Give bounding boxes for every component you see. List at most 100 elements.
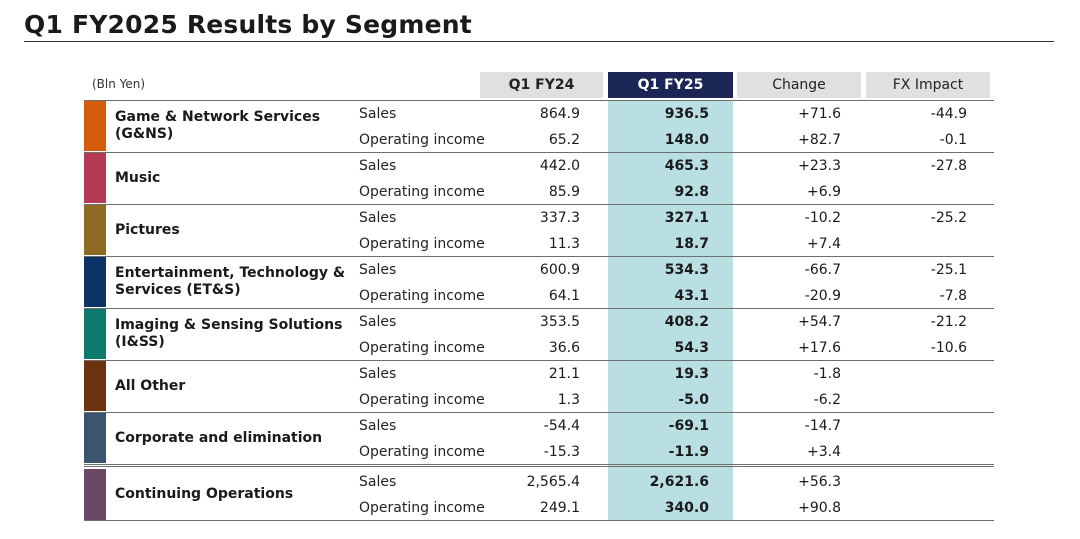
value-q1-fy24: -15.3 <box>543 444 580 460</box>
value-change: -1.8 <box>813 366 841 382</box>
row-label: Sales <box>359 314 397 330</box>
row-label: Operating income <box>359 288 485 304</box>
row-divider <box>84 100 994 101</box>
value-fx-impact: -25.2 <box>930 210 967 226</box>
row-divider <box>84 464 994 465</box>
value-q1-fy24: 11.3 <box>548 236 580 252</box>
segment-name-text: Imaging & Sensing Solutions (I&SS) <box>115 317 343 350</box>
value-q1-fy25: 936.5 <box>664 106 709 122</box>
value-q1-fy24: 21.1 <box>548 366 580 382</box>
value-q1-fy25: -69.1 <box>668 418 709 434</box>
row-divider <box>84 308 994 309</box>
value-q1-fy25: 340.0 <box>664 500 709 516</box>
segment-name: Corporate and elimination <box>115 413 355 463</box>
segment-color-bar <box>84 205 106 255</box>
row-label: Operating income <box>359 500 485 516</box>
header-q1-fy24: Q1 FY24 <box>480 72 603 98</box>
row-label: Sales <box>359 474 397 490</box>
value-fx-impact: -10.6 <box>930 340 967 356</box>
value-fx-impact: -27.8 <box>930 158 967 174</box>
value-q1-fy24: 353.5 <box>539 314 580 330</box>
value-q1-fy25: 54.3 <box>674 340 709 356</box>
row-divider <box>84 466 994 467</box>
segment-name: Entertainment, Technology & Services (ET… <box>115 257 355 307</box>
value-q1-fy25: -11.9 <box>668 444 709 460</box>
header-change: Change <box>737 72 861 98</box>
row-divider <box>84 360 994 361</box>
segment-name: Imaging & Sensing Solutions (I&SS) <box>115 309 355 359</box>
value-change: +90.8 <box>798 500 841 516</box>
value-q1-fy25: 2,621.6 <box>649 474 709 490</box>
row-label: Sales <box>359 210 397 226</box>
row-divider <box>84 204 994 205</box>
row-divider <box>84 256 994 257</box>
value-change: +71.6 <box>798 106 841 122</box>
row-label: Operating income <box>359 444 485 460</box>
row-divider <box>84 152 994 153</box>
value-q1-fy24: 2,565.4 <box>526 474 580 490</box>
value-fx-impact: -0.1 <box>939 132 967 148</box>
segment-name-text: Continuing Operations <box>115 486 294 502</box>
value-fx-impact: -25.1 <box>930 262 967 278</box>
segment-name: Music <box>115 153 355 203</box>
value-q1-fy24: 337.3 <box>539 210 580 226</box>
value-q1-fy25: 327.1 <box>664 210 709 226</box>
row-label: Sales <box>359 262 397 278</box>
segment-name-text: Corporate and elimination <box>115 429 323 446</box>
value-change: +6.9 <box>807 184 841 200</box>
segment-name: Pictures <box>115 205 355 255</box>
row-divider <box>84 412 994 413</box>
value-change: +3.4 <box>807 444 841 460</box>
value-q1-fy24: 85.9 <box>548 184 580 200</box>
value-change: +23.3 <box>798 158 841 174</box>
row-label: Sales <box>359 158 397 174</box>
value-q1-fy24: 1.3 <box>557 392 580 408</box>
value-change: +56.3 <box>798 474 841 490</box>
value-q1-fy24: 65.2 <box>548 132 580 148</box>
value-change: +82.7 <box>798 132 841 148</box>
segment-color-bar <box>84 309 106 359</box>
value-change: -66.7 <box>804 262 841 278</box>
segment-color-bar <box>84 469 106 520</box>
value-fx-impact: -7.8 <box>939 288 967 304</box>
unit-label: (Bln Yen) <box>92 77 146 91</box>
header-q1-fy25: Q1 FY25 <box>608 72 733 98</box>
segment-color-bar <box>84 153 106 203</box>
row-label: Operating income <box>359 132 485 148</box>
value-q1-fy25: 148.0 <box>664 132 709 148</box>
row-label: Operating income <box>359 340 485 356</box>
value-q1-fy25: -5.0 <box>678 392 709 408</box>
segment-name-text: All Other <box>115 377 186 394</box>
value-q1-fy25: 408.2 <box>664 314 709 330</box>
row-label: Operating income <box>359 184 485 200</box>
segment-name: All Other <box>115 361 355 411</box>
value-q1-fy24: 442.0 <box>539 158 580 174</box>
segment-color-bar <box>84 101 106 151</box>
segment-name-text: Pictures <box>115 221 180 238</box>
row-label: Sales <box>359 418 397 434</box>
header-fx-impact: FX Impact <box>866 72 990 98</box>
value-q1-fy25: 19.3 <box>674 366 709 382</box>
highlight-column-q1-fy25 <box>608 100 733 520</box>
row-label: Sales <box>359 106 397 122</box>
value-fx-impact: -44.9 <box>930 106 967 122</box>
value-q1-fy25: 465.3 <box>664 158 709 174</box>
value-q1-fy24: 36.6 <box>548 340 580 356</box>
value-q1-fy24: -54.4 <box>543 418 580 434</box>
value-q1-fy24: 600.9 <box>539 262 580 278</box>
value-q1-fy24: 64.1 <box>548 288 580 304</box>
value-change: -14.7 <box>804 418 841 434</box>
value-change: -6.2 <box>813 392 841 408</box>
segment-name: Continuing Operations <box>115 469 355 520</box>
segment-color-bar <box>84 413 106 463</box>
value-q1-fy25: 534.3 <box>664 262 709 278</box>
segment-color-bar <box>84 361 106 411</box>
value-change: -10.2 <box>804 210 841 226</box>
page-title: Q1 FY2025 Results by Segment <box>24 10 472 39</box>
value-q1-fy24: 864.9 <box>539 106 580 122</box>
value-q1-fy25: 92.8 <box>674 184 709 200</box>
row-label: Operating income <box>359 392 485 408</box>
value-change: +17.6 <box>798 340 841 356</box>
value-change: +7.4 <box>807 236 841 252</box>
value-change: +54.7 <box>798 314 841 330</box>
